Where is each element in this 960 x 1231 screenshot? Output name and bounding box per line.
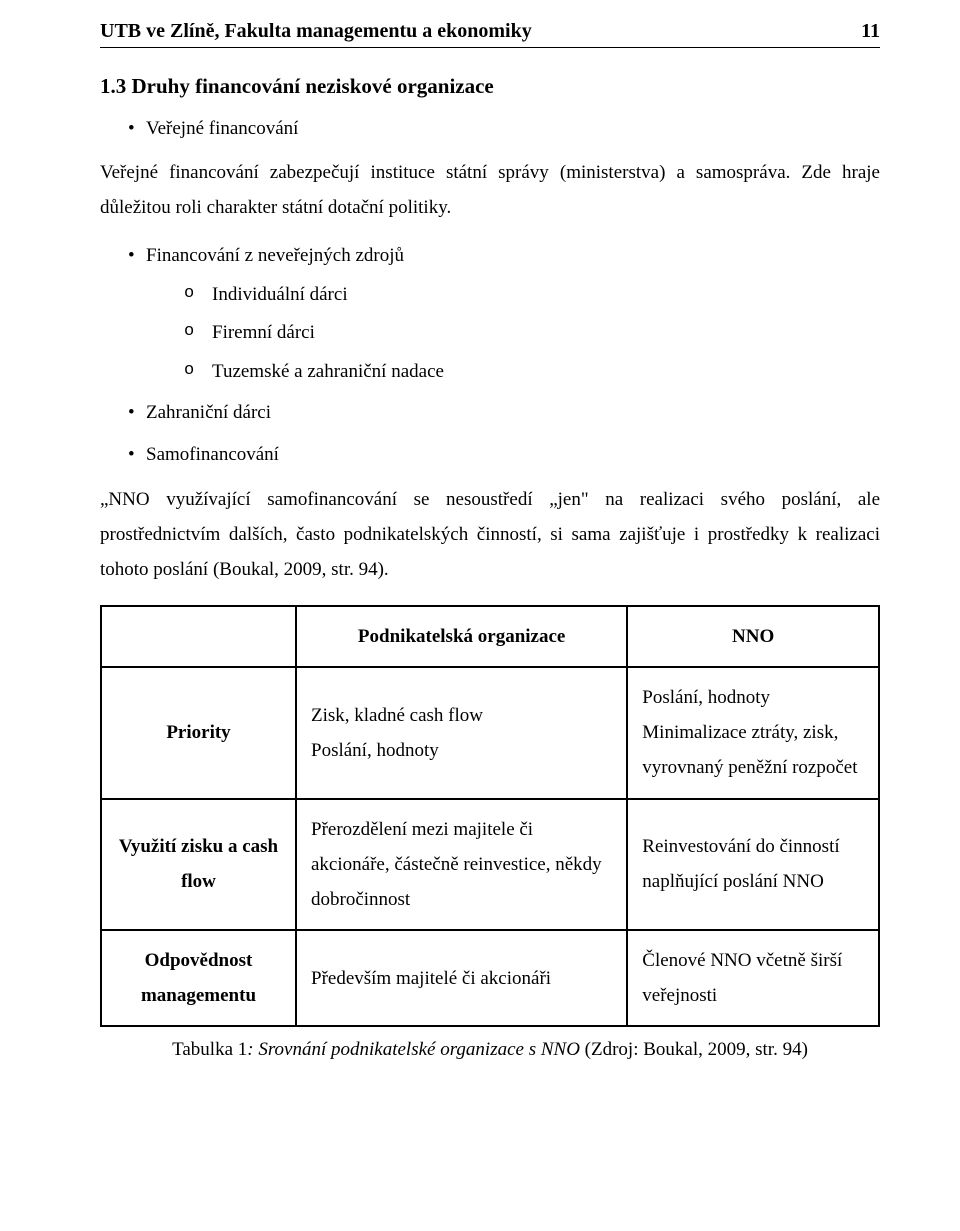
list-item: Zahraniční dárci xyxy=(128,397,880,429)
quote-paragraph: „NNO využívající samofinancování se neso… xyxy=(100,482,880,587)
table-header-col2: NNO xyxy=(627,606,879,667)
list-item-label: Veřejné financování xyxy=(146,118,298,139)
list-item: Financování z neveřejných zdrojů Individ… xyxy=(128,240,880,387)
table-row: Využití zisku a cash flow Přerozdělení m… xyxy=(101,799,879,930)
table-cell: Zisk, kladné cash flowPoslání, hodnoty xyxy=(296,667,627,798)
table-row-head: Využití zisku a cash flow xyxy=(101,799,296,930)
table-header-row: Podnikatelská organizace NNO xyxy=(101,606,879,667)
bullet-list-2: Financování z neveřejných zdrojů Individ… xyxy=(100,240,880,472)
list-item-label: Financování z neveřejných zdrojů xyxy=(146,245,404,266)
list-item-label: Firemní dárci xyxy=(212,322,315,343)
list-item-label: Samofinancování xyxy=(146,444,279,465)
table-row: Odpovědnost managementu Především majite… xyxy=(101,930,879,1026)
table-row-head: Priority xyxy=(101,667,296,798)
header-title: UTB ve Zlíně, Fakulta managementu a ekon… xyxy=(100,20,532,43)
section-heading: 1.3 Druhy financování neziskové organiza… xyxy=(100,74,880,99)
page-header: UTB ve Zlíně, Fakulta managementu a ekon… xyxy=(100,20,880,48)
list-item-label: Tuzemské a zahraniční nadace xyxy=(212,361,444,382)
table-row-head: Odpovědnost managementu xyxy=(101,930,296,1026)
list-item: Samofinancování xyxy=(128,439,880,471)
header-page-number: 11 xyxy=(861,20,880,43)
caption-italic: : Srovnání podnikatelské organizace s NN… xyxy=(247,1039,584,1060)
bullet-list-1: Veřejné financování xyxy=(100,113,880,145)
caption-prefix: Tabulka 1 xyxy=(172,1039,247,1060)
list-item-label: Individuální dárci xyxy=(212,284,348,305)
table-cell: Přerozdělení mezi majitele či akcionáře,… xyxy=(296,799,627,930)
table-cell: Členové NNO včetně širší veřejnosti xyxy=(627,930,879,1026)
table-row: Priority Zisk, kladné cash flowPoslání, … xyxy=(101,667,879,798)
table-cell: Reinvestování do činností naplňující pos… xyxy=(627,799,879,930)
comparison-table: Podnikatelská organizace NNO Priority Zi… xyxy=(100,605,880,1027)
table-caption: Tabulka 1: Srovnání podnikatelské organi… xyxy=(100,1039,880,1061)
table-cell: Poslání, hodnotyMinimalizace ztráty, zis… xyxy=(627,667,879,798)
caption-suffix: (Zdroj: Boukal, 2009, str. 94) xyxy=(585,1039,808,1060)
paragraph: Veřejné financování zabezpečují instituc… xyxy=(100,155,880,225)
sub-list: Individuální dárci Firemní dárci Tuzemsk… xyxy=(146,280,880,387)
table-header-empty xyxy=(101,606,296,667)
table-header-col1: Podnikatelská organizace xyxy=(296,606,627,667)
list-item: Firemní dárci xyxy=(184,318,880,348)
document-page: UTB ve Zlíně, Fakulta managementu a ekon… xyxy=(0,0,960,1231)
list-item-label: Zahraniční dárci xyxy=(146,402,271,423)
list-item: Individuální dárci xyxy=(184,280,880,310)
list-item: Veřejné financování xyxy=(128,113,880,145)
table-cell: Především majitelé či akcionáři xyxy=(296,930,627,1026)
list-item: Tuzemské a zahraniční nadace xyxy=(184,357,880,387)
